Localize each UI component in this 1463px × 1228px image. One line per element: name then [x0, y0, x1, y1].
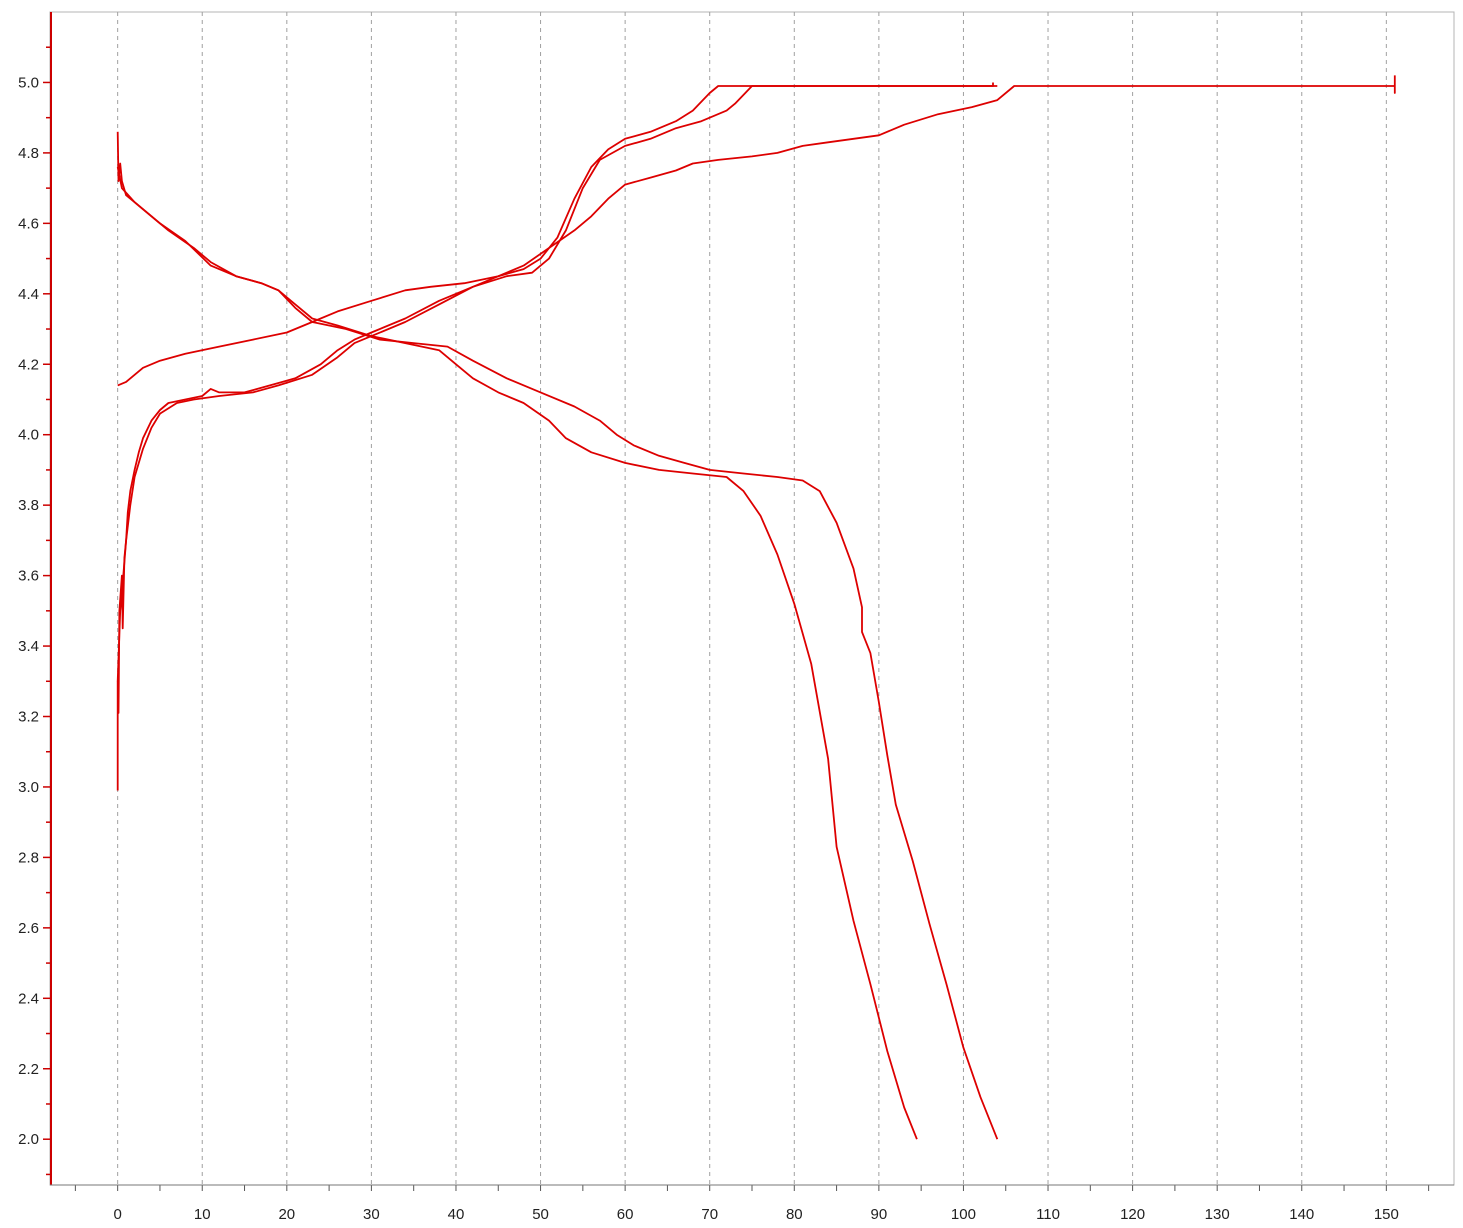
x-tick-label: 120: [1120, 1206, 1145, 1223]
x-tick-label: 20: [278, 1206, 295, 1223]
y-tick-label: 2.0: [18, 1131, 39, 1148]
y-tick-label: 2.6: [18, 920, 39, 937]
y-tick-label: 4.2: [18, 356, 39, 373]
y-tick-label: 2.8: [18, 849, 39, 866]
grid: [117, 12, 1387, 1185]
y-tick-label: 4.6: [18, 215, 39, 232]
y-tick-label: 3.0: [18, 779, 39, 796]
x-tick-label: 60: [617, 1206, 634, 1223]
y-tick-label: 3.8: [18, 497, 39, 514]
x-tick-label: 70: [701, 1206, 718, 1223]
x-tick-label: 80: [786, 1206, 803, 1223]
x-tick-label: 0: [113, 1206, 121, 1223]
x-tick-label: 150: [1374, 1206, 1399, 1223]
x-tick-label: 130: [1205, 1206, 1230, 1223]
y-tick-label: 3.4: [18, 638, 39, 655]
y-tick-label: 4.0: [18, 427, 39, 444]
y-tick-label: 4.4: [18, 286, 39, 303]
series-group: [116, 75, 1396, 1140]
x-tick-label: 40: [448, 1206, 465, 1223]
series-line-5: [116, 166, 999, 1140]
x-tick-label: 30: [363, 1206, 380, 1223]
x-tick-label: 50: [532, 1206, 549, 1223]
y-tick-label: 5.0: [18, 74, 39, 91]
x-tick-label: 10: [194, 1206, 211, 1223]
axes: [43, 12, 1454, 1191]
plot-frame: [49, 11, 1455, 1186]
y-tick-label: 4.8: [18, 145, 39, 162]
y-tick-label: 3.6: [18, 568, 39, 585]
y-tick-label: 2.4: [18, 990, 39, 1007]
x-tick-label: 110: [1036, 1206, 1060, 1223]
x-tick-label: 90: [871, 1206, 888, 1223]
y-tick-label: 3.2: [18, 709, 39, 726]
tick-labels: 0 10 20 30 40 50 60 70 80 90 100 110 120 130 140 150 2.0…: [18, 74, 1399, 1223]
y-tick-label: 2.2: [18, 1061, 39, 1078]
x-tick-label: 140: [1289, 1206, 1314, 1223]
x-tick-label: 100: [951, 1206, 976, 1223]
series-line-3: [117, 75, 1396, 387]
